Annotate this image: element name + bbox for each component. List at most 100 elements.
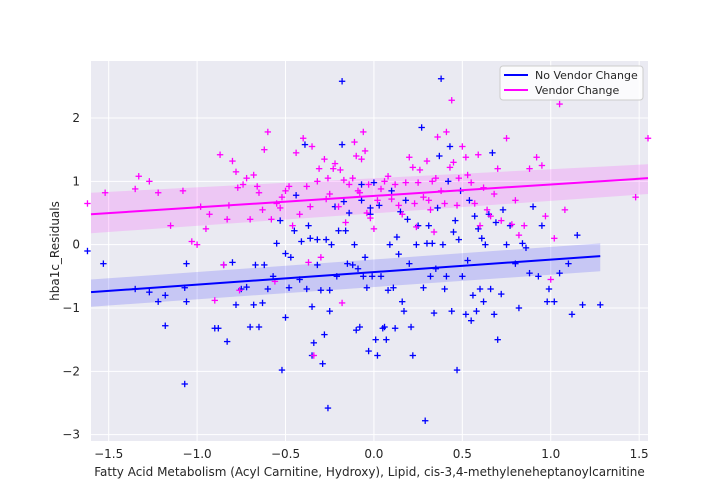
data-point xyxy=(529,203,537,210)
data-point xyxy=(338,299,346,307)
data-point xyxy=(515,304,523,312)
data-point xyxy=(381,178,388,185)
data-point xyxy=(307,203,314,210)
data-point xyxy=(526,165,533,172)
data-point xyxy=(255,323,263,331)
data-point xyxy=(437,75,445,82)
data-point xyxy=(471,212,478,220)
data-point xyxy=(162,322,169,329)
data-point xyxy=(574,231,581,239)
data-point xyxy=(351,138,358,146)
x-tick-label: 0.0 xyxy=(364,447,383,461)
data-point xyxy=(223,216,231,223)
data-point xyxy=(317,254,325,261)
data-point xyxy=(285,284,293,291)
data-point xyxy=(206,211,213,218)
data-point xyxy=(321,331,328,338)
data-point xyxy=(338,78,346,85)
data-point xyxy=(391,325,399,332)
data-point xyxy=(480,298,487,305)
data-point xyxy=(84,200,91,207)
data-point xyxy=(261,146,268,153)
data-point xyxy=(361,254,369,261)
data-point xyxy=(84,247,91,255)
data-point xyxy=(483,206,491,214)
data-point xyxy=(243,283,250,291)
data-point xyxy=(425,197,432,204)
data-point xyxy=(349,261,356,269)
y-tick-label: −3 xyxy=(62,428,80,442)
data-point xyxy=(464,257,471,264)
data-point xyxy=(494,336,501,343)
regression-line-0 xyxy=(90,255,601,294)
data-point xyxy=(508,221,516,228)
legend: No Vendor Change Vendor Change xyxy=(499,65,644,101)
data-point xyxy=(319,360,326,367)
data-point xyxy=(406,154,413,161)
data-point xyxy=(344,260,351,267)
data-point xyxy=(365,347,372,355)
data-point xyxy=(282,250,289,257)
data-point xyxy=(478,235,485,242)
data-point xyxy=(360,128,367,136)
data-point xyxy=(277,217,284,224)
data-point xyxy=(632,193,639,201)
data-point xyxy=(390,284,397,291)
data-point xyxy=(363,209,371,217)
data-point xyxy=(492,219,500,226)
data-point xyxy=(515,231,523,239)
data-point xyxy=(354,265,362,272)
data-point xyxy=(462,154,470,161)
data-point xyxy=(384,287,392,294)
x-tick-label: 0.5 xyxy=(453,447,472,461)
data-point xyxy=(250,301,257,309)
data-point xyxy=(388,195,395,203)
data-point xyxy=(476,285,484,293)
x-tick-label: −0.5 xyxy=(271,447,300,461)
data-point xyxy=(503,241,510,248)
data-point xyxy=(367,204,374,212)
data-point xyxy=(314,261,321,269)
data-point xyxy=(393,233,401,241)
data-point xyxy=(413,241,420,248)
data-point xyxy=(340,176,348,184)
data-point xyxy=(261,261,268,269)
data-point xyxy=(351,241,358,248)
data-point xyxy=(193,241,201,248)
data-point xyxy=(391,181,399,188)
data-point xyxy=(285,183,293,190)
data-point xyxy=(561,206,569,214)
data-point xyxy=(476,222,484,229)
data-point xyxy=(368,273,376,280)
data-point xyxy=(597,301,604,309)
data-point xyxy=(216,151,224,158)
data-point xyxy=(232,301,240,309)
data-point xyxy=(239,181,247,188)
x-tick-label: −1.5 xyxy=(94,447,123,461)
data-point xyxy=(384,173,392,180)
data-point xyxy=(544,298,551,305)
y-axis-label: hba1c_Residuals xyxy=(48,201,62,301)
x-axis-label: Fatty Acid Metabolism (Acyl Carnitine, H… xyxy=(94,465,645,479)
data-point xyxy=(556,100,563,108)
data-point xyxy=(264,285,272,293)
data-point xyxy=(188,238,195,245)
data-point xyxy=(498,290,505,298)
legend-label-vendor-change: Vendor Change xyxy=(535,84,619,97)
data-point xyxy=(565,260,572,267)
data-point xyxy=(358,155,365,163)
data-point xyxy=(301,141,309,148)
data-point xyxy=(556,269,563,277)
data-point xyxy=(469,292,477,299)
data-point xyxy=(135,173,142,180)
data-point xyxy=(324,404,332,412)
confidence-band-1 xyxy=(91,164,648,234)
data-point xyxy=(363,284,371,291)
data-point xyxy=(335,227,342,234)
data-point xyxy=(455,174,462,182)
data-point xyxy=(370,179,378,186)
data-point xyxy=(383,336,390,343)
data-point xyxy=(427,206,434,214)
